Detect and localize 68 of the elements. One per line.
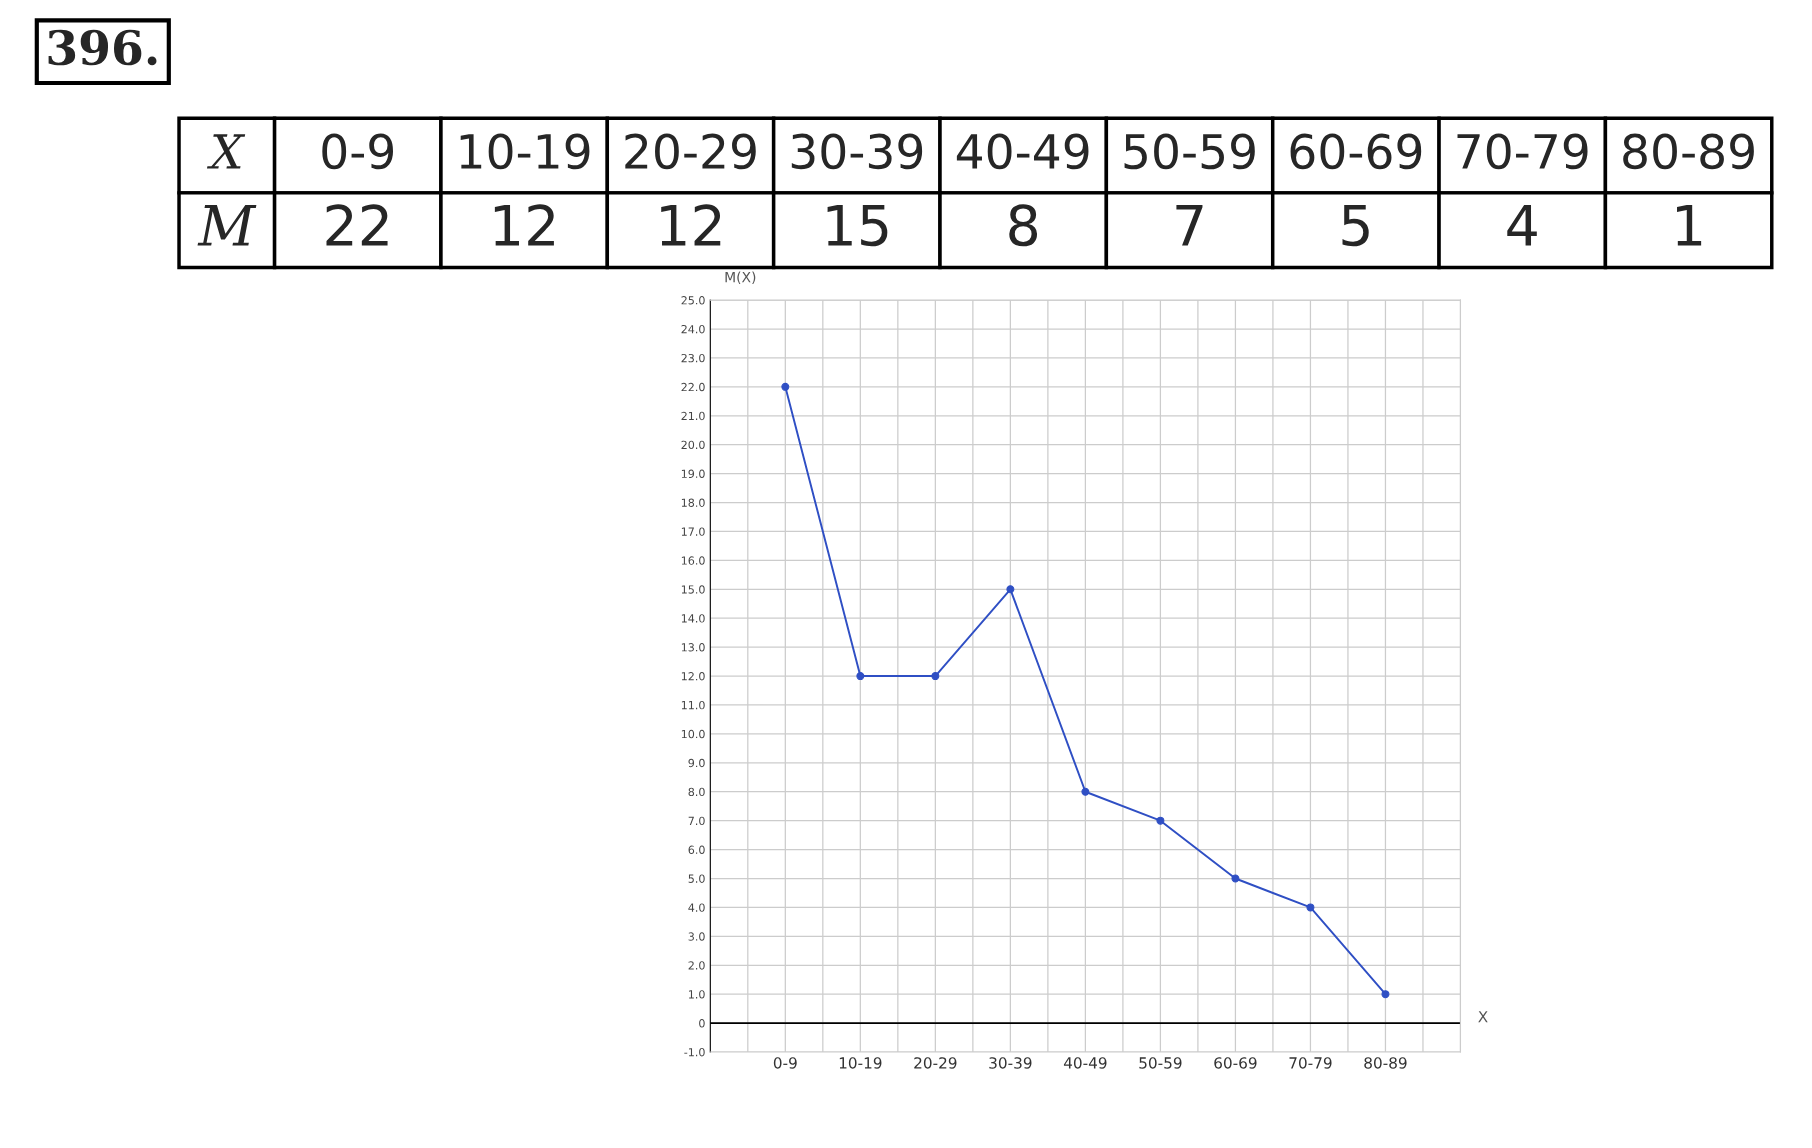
data-label: 4 (1507, 205, 1537, 246)
y-tick-label: 3.0 (688, 932, 705, 941)
y-tick-label: 0 (699, 1019, 705, 1028)
point (1231, 874, 1240, 883)
y-tick-label: 1.0 (688, 990, 705, 999)
y-tick-label: 18.0 (681, 498, 705, 507)
y-tick-label: 23.0 (681, 353, 705, 363)
x-tick-label: 50-59 (1139, 1057, 1182, 1069)
category-label: 60-69 (1290, 133, 1422, 170)
point (1306, 903, 1315, 912)
data-label: 12 (494, 204, 554, 246)
data-label: 22 (326, 204, 388, 246)
x-axis-title: X (1478, 1011, 1488, 1023)
point (931, 672, 940, 681)
x-tick-label: 80-89 (1364, 1057, 1407, 1069)
y-tick-label: -1.0 (684, 1048, 705, 1057)
y-axis-title: M(X) (725, 271, 756, 284)
point (856, 672, 865, 681)
category-label: 70-79 (1457, 133, 1588, 170)
y-tick-label: 22.0 (681, 382, 705, 392)
y-tick-label: 11.0 (681, 700, 705, 710)
category-label: 50-59 (1124, 133, 1255, 170)
x-tick-label: 70-79 (1289, 1057, 1332, 1069)
point (1381, 990, 1390, 999)
y-tick-label: 7.0 (688, 816, 705, 826)
y-tick-label: 13.0 (681, 643, 705, 652)
x-tick-label: 30-39 (989, 1057, 1032, 1069)
data-label: 5 (1342, 205, 1369, 247)
y-tick-label: 24.0 (681, 324, 705, 334)
y-tick-label: 16.0 (681, 556, 705, 565)
point (781, 382, 790, 391)
point (1081, 787, 1090, 796)
category-label: 20-29 (625, 133, 756, 170)
text: 396. (48, 29, 157, 66)
text: M (197, 205, 257, 246)
y-tick-label: 6.0 (688, 845, 705, 854)
category-label: 0-9 (322, 133, 394, 170)
data-label: 12 (661, 204, 721, 246)
x-tick-label: 20-29 (914, 1057, 957, 1069)
y-tick-label: 10.0 (681, 729, 705, 739)
x-tick-label: 60-69 (1214, 1057, 1257, 1069)
point (1156, 816, 1165, 825)
y-tick-label: 21.0 (681, 411, 705, 421)
y-tick-label: 20.0 (681, 440, 705, 450)
y-tick-label: 12.0 (681, 672, 705, 681)
category-label: 40-49 (956, 133, 1089, 170)
category-label: 30-39 (791, 133, 923, 170)
y-tick-label: 2.0 (688, 961, 705, 970)
text: X (206, 134, 246, 169)
point (1006, 585, 1015, 594)
category-label: 10-19 (460, 133, 590, 170)
x-tick-label: 0-9 (773, 1057, 797, 1069)
data-label: 1 (1677, 205, 1702, 246)
data-label: 8 (1009, 204, 1038, 247)
y-tick-label: 14.0 (681, 614, 705, 623)
y-tick-label: 15.0 (681, 585, 705, 594)
data-label: 7 (1176, 205, 1203, 246)
category-label: 80-89 (1623, 133, 1754, 170)
data-label: 15 (827, 205, 888, 247)
y-tick-label: 8.0 (688, 787, 705, 797)
y-tick-label: 5.0 (688, 874, 705, 883)
x-tick-label: 10-19 (839, 1057, 882, 1069)
x-tick-label: 40-49 (1063, 1057, 1107, 1069)
y-tick-label: 19.0 (681, 469, 705, 478)
y-tick-label: 4.0 (688, 903, 705, 912)
y-tick-label: 25.0 (681, 296, 705, 305)
y-tick-label: 17.0 (681, 527, 705, 536)
y-tick-label: 9.0 (688, 758, 705, 768)
